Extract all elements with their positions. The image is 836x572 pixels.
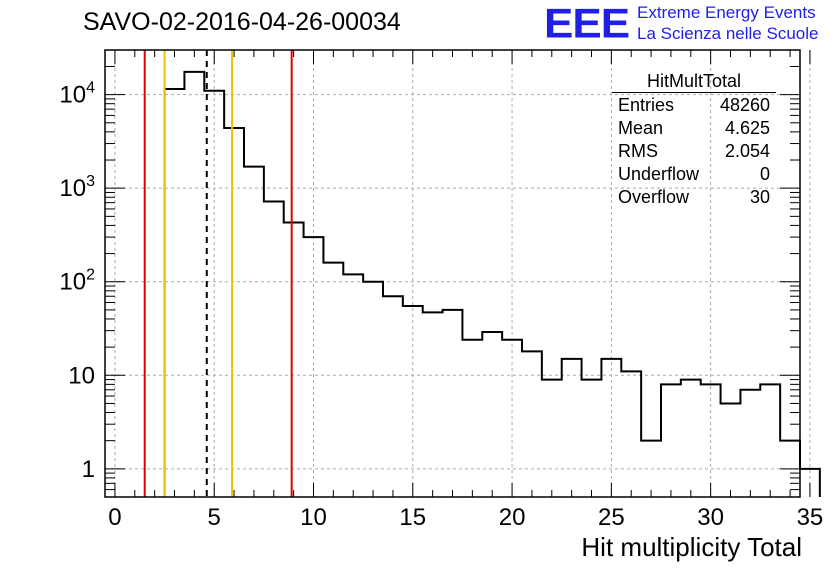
histogram-series (163, 70, 821, 497)
eee-logo: EEE (544, 0, 630, 47)
stats-row-rms: RMS 2.054 (612, 140, 776, 163)
histogram-bin (641, 441, 661, 497)
stats-label: Underflow (618, 164, 700, 184)
histogram-bin (502, 340, 522, 497)
stats-row-mean: Mean 4.625 (612, 117, 776, 140)
logo-text: Extreme Energy Events La Scienza nelle S… (637, 2, 818, 44)
histogram-bin (264, 202, 284, 497)
stats-value: 4.625 (724, 118, 770, 138)
histogram-bin (522, 351, 542, 497)
histogram-bin (621, 371, 641, 497)
histogram-bin (740, 390, 760, 497)
grid-lines (105, 50, 811, 497)
histogram-bin (403, 306, 423, 497)
stats-label: Overflow (618, 187, 690, 207)
histogram-bin (760, 384, 780, 497)
histogram-bin (681, 380, 701, 497)
x-tick-label: 5 (208, 504, 221, 531)
histogram-bin (542, 380, 562, 497)
histogram-bin (443, 310, 463, 497)
y-tick-label: 103 (59, 173, 95, 202)
stats-label: Entries (618, 95, 675, 115)
histogram-bin (780, 441, 800, 497)
histogram-bin (304, 237, 324, 497)
marker-lines (143, 50, 293, 497)
histogram-bin (323, 263, 343, 497)
histogram-bin (701, 384, 721, 497)
histogram-bin (423, 312, 443, 497)
y-tick-label: 10 (68, 362, 95, 389)
plot-frame (104, 49, 801, 498)
histogram-bin (582, 380, 602, 497)
stats-value: 0 (759, 164, 770, 184)
logo-line-1: Extreme Energy Events (637, 3, 816, 22)
histogram-bin (661, 384, 681, 497)
histogram-bin (224, 128, 244, 497)
histogram-bin (482, 332, 502, 497)
stats-divider (612, 92, 776, 93)
stats-row-underflow: Underflow 0 (612, 163, 776, 186)
stats-value: 2.054 (724, 141, 770, 161)
axis-ticks (105, 49, 811, 498)
x-tick-label: 10 (300, 504, 327, 531)
stats-row-overflow: Overflow 30 (612, 186, 776, 209)
y-tick-label: 102 (59, 267, 95, 296)
x-tick-label: 35 (797, 504, 824, 531)
histogram-bin (184, 72, 204, 497)
stats-label: Mean (618, 118, 664, 138)
histogram-bin (165, 89, 185, 497)
histogram-bin (462, 340, 482, 497)
stats-label: RMS (618, 141, 658, 161)
x-tick-label: 15 (399, 504, 426, 531)
histogram-bin (383, 296, 403, 497)
stats-title: HitMultTotal (646, 71, 742, 91)
histogram-bin (800, 469, 820, 497)
x-axis-label: Hit multiplicity Total (581, 532, 802, 562)
logo-line-2: La Scienza nelle Scuole (637, 24, 819, 43)
histogram-outline (163, 70, 821, 497)
histogram-bin (244, 167, 264, 497)
histogram-bin (562, 359, 582, 497)
x-tick-label: 20 (499, 504, 526, 531)
x-tick-label: 0 (108, 504, 121, 531)
x-tick-label: 30 (697, 504, 724, 531)
chart-title: SAVO-02-2016-04-26-00034 (83, 8, 401, 36)
histogram-bin (601, 359, 621, 497)
histogram-bin (363, 282, 383, 497)
y-tick-label: 104 (59, 80, 95, 109)
y-tick-label: 1 (82, 456, 95, 483)
histogram-bin (721, 403, 741, 497)
axis-tick-labels: 0 5 10 15 20 25 30 35 1 10 102 103 104 (59, 80, 823, 531)
stats-value: 48260 (719, 95, 770, 115)
x-tick-label: 25 (598, 504, 625, 531)
stats-row-entries: Entries 48260 (612, 94, 776, 117)
stats-box: HitMultTotal Entries 48260 Mean 4.625 RM… (612, 70, 776, 209)
stats-value: 30 (749, 187, 770, 207)
histogram-bin (343, 274, 363, 497)
histogram-bin (284, 222, 304, 497)
